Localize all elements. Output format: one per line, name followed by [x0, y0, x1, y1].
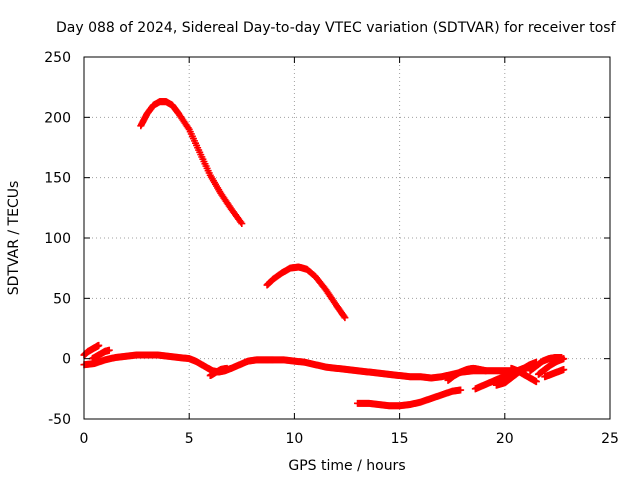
grid-lines [84, 57, 610, 419]
x-tick-label: 5 [185, 431, 194, 447]
x-tick-label: 20 [496, 431, 514, 447]
y-tick-label: 0 [62, 352, 71, 368]
data-point [457, 386, 465, 394]
data-point [105, 346, 113, 354]
data-point [223, 364, 231, 372]
x-tick-label: 0 [80, 431, 89, 447]
y-tick-label: 250 [44, 50, 71, 66]
data-point [560, 355, 568, 363]
y-tick-label: 100 [44, 231, 71, 247]
series-arc-1 [137, 98, 246, 228]
series-arc-14 [541, 366, 568, 381]
data-point [560, 366, 568, 374]
data-points [80, 98, 568, 410]
x-tick-labels: 0 5 10 15 20 25 [80, 431, 619, 447]
x-tick-label: 15 [391, 431, 409, 447]
y-tick-label: 50 [53, 291, 71, 307]
y-tick-labels: -50 0 50 100 150 200 250 [44, 50, 71, 428]
x-tick-label: 10 [285, 431, 303, 447]
plot-frame [83, 56, 611, 420]
data-point [237, 218, 245, 226]
series-arc-4 [80, 341, 103, 359]
x-axis-label: GPS time / hours [288, 458, 405, 474]
series-arc-2 [263, 263, 349, 322]
series-arc-6 [206, 364, 231, 380]
series-arc-8 [444, 364, 490, 384]
data-point [238, 220, 246, 228]
y-tick-label: 150 [44, 171, 71, 187]
data-point [341, 314, 349, 322]
series-arc-11 [507, 364, 540, 386]
data-point [532, 378, 540, 386]
data-point [482, 367, 490, 375]
y-axis-label: SDTVAR / TECUs [6, 181, 22, 296]
data-point [95, 341, 103, 349]
series-arc-7 [354, 386, 465, 410]
x-tick-label: 25 [601, 431, 619, 447]
y-tick-label: 200 [44, 110, 71, 126]
chart-title: Day 088 of 2024, Sidereal Day-to-day VTE… [56, 20, 617, 36]
series-arc-13 [534, 355, 568, 378]
series-arc-3 [80, 351, 530, 382]
data-point [340, 312, 348, 320]
y-tick-label: -50 [48, 412, 71, 428]
series-arc-5 [88, 346, 113, 363]
